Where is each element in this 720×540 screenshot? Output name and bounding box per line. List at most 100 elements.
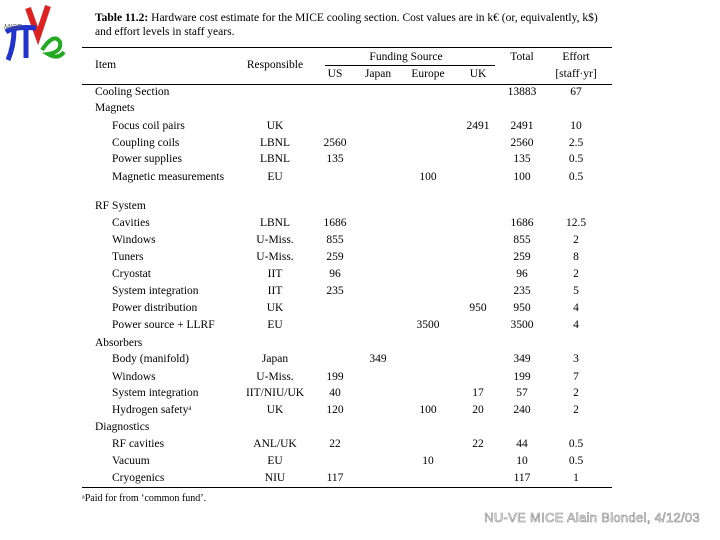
header: Responsible <box>246 59 304 71</box>
cell: 57 <box>516 387 528 399</box>
cell: EU <box>267 319 283 331</box>
rule <box>82 84 612 85</box>
cell: LBNL <box>259 153 291 165</box>
item: Focus coil pairs <box>112 120 185 132</box>
logo-e <box>40 36 66 59</box>
item: Hydrogen safetyᵃ <box>112 404 192 416</box>
cell: 349 <box>513 353 531 365</box>
cell: 2560 <box>510 137 534 149</box>
cell: 0.5 <box>568 171 584 183</box>
logo: MICE <box>4 5 66 61</box>
cell: 199 <box>513 371 531 383</box>
cell: UK <box>266 404 284 416</box>
cell: 10 <box>422 455 434 467</box>
cell: U-Miss. <box>256 251 294 263</box>
cell: 3 <box>573 353 579 365</box>
cell: IIT/NIU/UK <box>245 387 305 399</box>
cell: LBNL <box>259 137 291 149</box>
cell: 2491 <box>466 120 490 132</box>
cell: U-Miss. <box>256 371 294 383</box>
cell: 8 <box>573 251 579 263</box>
cell: 13883 <box>507 86 537 98</box>
header: Item <box>95 59 117 71</box>
cell: 7 <box>573 371 579 383</box>
header: Funding Source <box>369 51 443 63</box>
cell: 10 <box>570 120 582 132</box>
caption-label: Table 11.2: <box>95 12 149 24</box>
cell: 1686 <box>323 217 347 229</box>
header: Total <box>510 51 534 63</box>
cell: 2 <box>573 387 579 399</box>
cell: 10 <box>516 455 528 467</box>
cell: EU <box>267 171 283 183</box>
cell: 20 <box>472 404 484 416</box>
item: Cryostat <box>112 268 151 280</box>
header: US <box>327 68 343 80</box>
cell: 2 <box>573 404 579 416</box>
cell: 0.5 <box>568 455 584 467</box>
cell: 12.5 <box>565 217 587 229</box>
cell: 0.5 <box>568 438 584 450</box>
item: System integration <box>112 387 199 399</box>
group: Magnets <box>95 102 135 114</box>
cell: IIT <box>267 268 283 280</box>
item: Windows <box>112 234 156 246</box>
cell: 950 <box>513 302 531 314</box>
cell: 3500 <box>510 319 534 331</box>
header: UK <box>469 68 487 80</box>
cell: 96 <box>329 268 341 280</box>
cell: 2.5 <box>568 137 584 149</box>
caption: Table 11.2: Hardware cost estimate for t… <box>95 11 615 39</box>
cell: Japan <box>261 353 289 365</box>
cell: 240 <box>513 404 531 416</box>
cell: 2491 <box>510 120 534 132</box>
rule <box>82 487 612 488</box>
cell: ANL/UK <box>253 438 297 450</box>
item: Magnetic measurements <box>112 171 225 183</box>
item: Power source + LLRF <box>112 319 215 331</box>
item: Body (manifold) <box>112 353 189 365</box>
cell: 855 <box>326 234 344 246</box>
cell: 100 <box>419 171 437 183</box>
cell: 3500 <box>416 319 440 331</box>
cell: 950 <box>469 302 487 314</box>
item: Coupling coils <box>112 137 180 149</box>
cell: 259 <box>513 251 531 263</box>
cell: 1686 <box>510 217 534 229</box>
cell: 96 <box>516 268 528 280</box>
cell: 22 <box>472 438 484 450</box>
cell: 199 <box>326 371 344 383</box>
logo-v <box>25 5 51 46</box>
header: Europe <box>411 68 445 80</box>
cell: 4 <box>573 319 579 331</box>
cell: 2 <box>573 268 579 280</box>
cell: 135 <box>326 153 344 165</box>
cell: IIT <box>267 285 283 297</box>
cell: 1 <box>573 472 579 484</box>
cell: 100 <box>419 404 437 416</box>
cell: U-Miss. <box>256 234 294 246</box>
group: Absorbers <box>95 337 143 349</box>
cell: NIU <box>264 472 286 484</box>
group: Diagnostics <box>95 421 150 433</box>
item: Tuners <box>112 251 144 263</box>
item: Windows <box>112 371 156 383</box>
caption-text: Hardware cost estimate for the MICE cool… <box>95 12 598 38</box>
cell: 2 <box>573 234 579 246</box>
cell: LBNL <box>259 217 291 229</box>
item: RF cavities <box>112 438 165 450</box>
cell: 0.5 <box>568 153 584 165</box>
cell: 5 <box>573 285 579 297</box>
item: Cavities <box>112 217 150 229</box>
rule <box>325 65 495 66</box>
item: Cryogenics <box>112 472 165 484</box>
item: Power distribution <box>112 302 198 314</box>
cell: UK <box>266 302 284 314</box>
logo-text: MICE <box>4 24 22 31</box>
rule <box>82 47 612 48</box>
footnote: ᵃPaid for from ‘common fund’. <box>82 493 207 504</box>
item: Vacuum <box>112 455 150 467</box>
cell: 235 <box>513 285 531 297</box>
cell: 22 <box>329 438 341 450</box>
